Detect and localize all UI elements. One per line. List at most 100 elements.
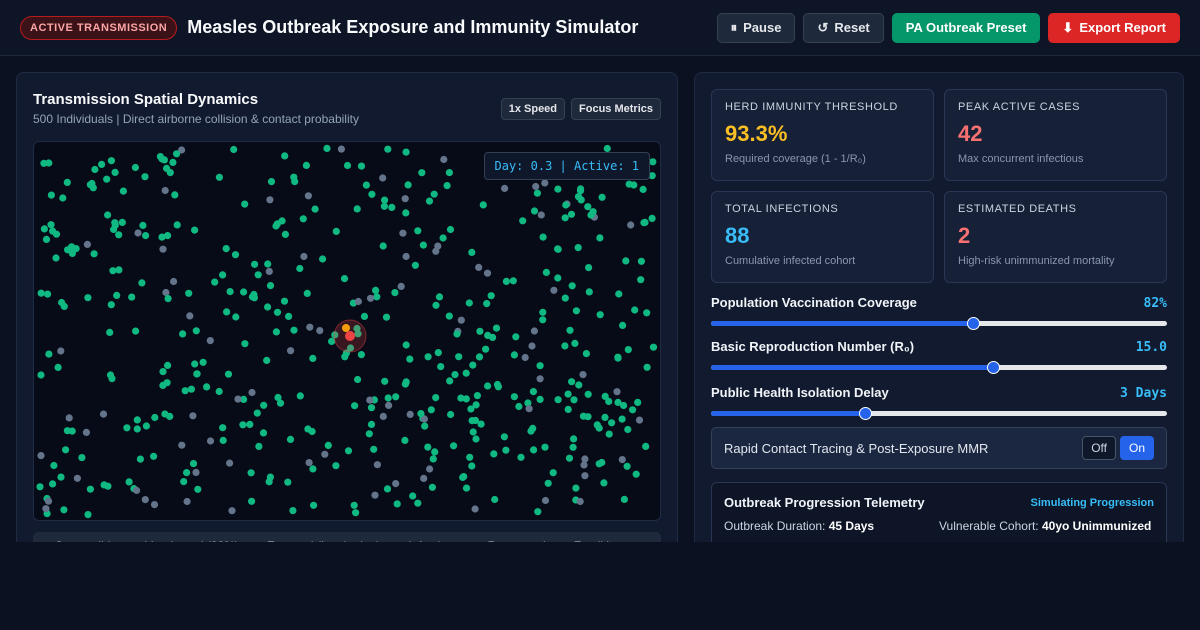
stat-note: Required coverage (1 - 1/R₀) [725,153,866,165]
vaccinated-individual [78,454,86,462]
vaccinated-individual [248,497,256,505]
vaccinated-individual [259,429,268,437]
susceptible-individual [305,459,313,467]
vaccinated-individual [404,181,412,189]
vaccinated-individual [383,485,392,493]
vaccinated-individual [304,425,312,433]
susceptible-individual [186,312,194,320]
vaccinated-individual [296,392,304,400]
vaccinated-individual [424,443,432,451]
susceptible-individual [304,192,312,200]
stat-card: ESTIMATED DEATHS 2 High-risk unimmunized m… [944,191,1167,283]
vaccinated-individual [189,460,198,468]
vaccinated-individual [254,271,262,279]
slider-thumb[interactable] [986,361,1000,374]
vaccinated-individual [380,202,388,210]
toggle-on-button[interactable]: On [1119,436,1154,460]
vaccinated-individual [379,242,387,250]
slider-thumb[interactable] [858,407,872,420]
susceptible-individual [530,327,538,335]
slider-track[interactable] [711,317,1167,330]
vaccinated-individual [281,230,289,238]
susceptible-individual [373,461,381,469]
vaccinated-individual [469,428,477,436]
vaccinated-individual [639,185,647,193]
vaccinated-individual [530,207,539,215]
vaccinated-individual [296,264,304,273]
export-report-button[interactable]: ⬇ Export Report [1048,12,1180,43]
susceptible-individual [440,155,448,164]
vaccinated-individual [59,194,67,202]
vaccinated-individual [272,328,280,336]
vaccinated-individual [421,422,429,430]
vaccinated-individual [160,156,168,164]
vaccinated-individual [104,211,112,219]
vaccinated-individual [614,354,622,362]
vaccinated-individual [381,196,389,204]
slider-track[interactable] [711,361,1167,374]
vaccinated-individual [142,422,150,430]
vaccinated-individual [191,226,199,234]
vaccinated-individual [370,445,378,453]
vaccinated-individual [601,392,609,400]
vaccinated-individual [111,219,119,227]
susceptible-individual [337,145,345,153]
vaccinated-individual [629,406,637,414]
susceptible-individual [379,174,387,182]
vaccinated-individual [115,231,123,239]
vaccinated-individual [570,435,578,443]
vaccinated-individual [136,455,144,463]
vaccinated-individual [164,295,172,303]
vaccinated-individual [60,302,68,310]
vaccinated-individual [475,353,484,361]
reset-button[interactable]: ↺ Reset [803,12,884,43]
vaccinated-individual [273,308,282,316]
slider-fill [711,365,993,370]
vaccinated-individual [150,452,158,460]
stat-card: HERD IMMUNITY THRESHOLD 93.3% Required cov… [711,89,934,181]
pause-button[interactable]: ⏸ Pause [716,12,796,43]
susceptible-individual [627,221,635,229]
stat-label: PEAK ACTIVE CASES [958,101,1081,113]
header-actions: ⏸ Pause ↺ Reset PA Outbreak Preset ⬇ Exp… [716,12,1180,43]
susceptible-individual [399,229,407,237]
vaccinated-individual [52,254,60,262]
slider-thumb[interactable] [967,317,981,330]
vaccinated-individual [350,501,358,509]
vaccinated-individual [309,354,317,362]
vaccinated-individual [429,455,437,463]
vaccinated-individual [224,370,233,378]
susceptible-individual [528,342,536,350]
vaccinated-individual [133,416,141,424]
vaccinated-individual [278,217,286,225]
vaccinated-individual [332,227,340,235]
susceptible-individual [206,337,214,345]
simulation-canvas[interactable]: Day: 0.3 | Active: 1 [33,141,661,521]
vaccinated-individual [138,279,146,287]
vaccinated-individual [568,282,576,290]
vaccinated-individual [544,479,552,487]
contact-tracing-toggle-row: Rapid Contact Tracing & Post-Exposure MM… [711,427,1167,469]
vaccinated-individual [568,378,576,386]
vaccinated-individual [534,508,542,516]
susceptible-individual [183,497,191,506]
susceptible-individual [501,184,509,192]
speed-chip[interactable]: 1x Speed [500,98,566,120]
vaccinated-individual [310,501,318,509]
vaccinated-individual [575,381,583,389]
vaccinated-individual [367,420,376,428]
toggle-off-button[interactable]: Off [1082,436,1116,460]
vaccinated-individual [615,290,623,298]
vaccinated-individual [44,290,52,298]
vaccinated-individual [115,266,123,274]
slider-track[interactable] [711,407,1167,420]
vaccinated-individual [119,187,127,195]
susceptible-individual [537,211,545,219]
vaccinated-individual [524,399,532,407]
vaccinated-individual [425,197,434,205]
vaccinated-individual [103,175,111,183]
outbreak-preset-button[interactable]: PA Outbreak Preset [891,12,1041,43]
focus-metrics-chip[interactable]: Focus Metrics [571,98,661,120]
vaccinated-individual [45,350,53,358]
vaccinated-individual [372,286,380,294]
